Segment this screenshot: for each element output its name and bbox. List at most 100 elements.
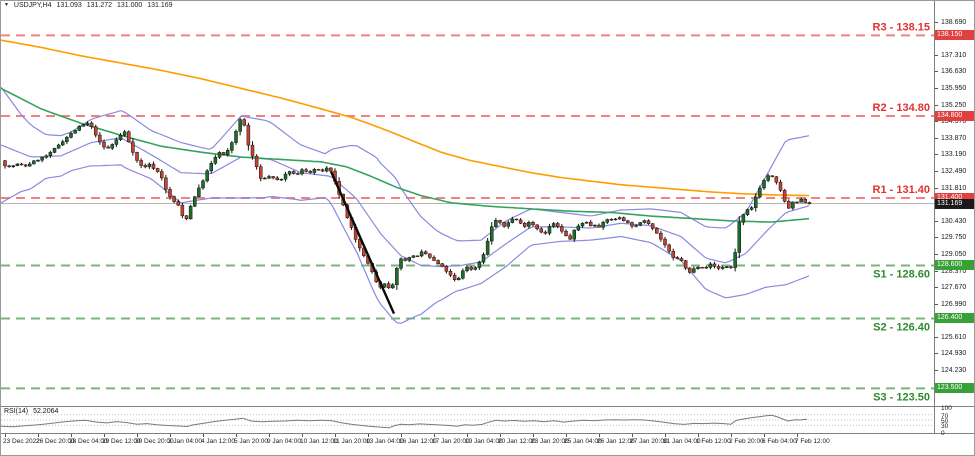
candlestick <box>287 171 292 175</box>
candlestick <box>316 169 321 171</box>
time-tick-mark <box>467 434 468 437</box>
candlestick <box>19 163 24 166</box>
candlestick <box>543 231 548 234</box>
time-tick-mark <box>566 434 567 437</box>
panel-separator-top[interactable] <box>1 406 974 407</box>
time-tick-label: 13 Jan 04:00 <box>366 438 404 445</box>
time-tick-label: 26 Jan 12:00 <box>597 438 635 445</box>
candlestick <box>745 209 750 215</box>
price-tick-label: 128.370 <box>941 267 967 275</box>
candlestick <box>432 257 436 261</box>
time-tick-mark <box>599 434 600 437</box>
collapse-arrow-icon[interactable]: ▼ <box>4 2 9 8</box>
candlestick <box>135 152 139 161</box>
bollinger-upper-band <box>1 86 810 242</box>
candlestick <box>704 267 708 269</box>
candlestick <box>131 141 135 153</box>
candlestick <box>155 168 160 172</box>
candlestick <box>428 253 432 258</box>
candlestick <box>737 222 741 253</box>
rsi-scale-label: 0 <box>941 430 945 437</box>
price-badge-support: 128.600 <box>935 260 974 271</box>
price-badge-resistance: 134.800 <box>935 111 974 122</box>
candlestick <box>758 187 762 198</box>
candlestick <box>634 225 638 227</box>
price-tick-mark <box>935 237 938 239</box>
candlestick <box>300 169 304 175</box>
time-axis[interactable]: 23 Dec 2022 26 Dec 20:00 28 Dec 04:00 29 De… <box>1 434 974 455</box>
candlestick <box>469 266 473 270</box>
candlestick <box>176 201 180 206</box>
candlestick <box>754 196 758 208</box>
candlestick <box>32 160 36 165</box>
price-tick-label: 135.950 <box>941 84 967 92</box>
price-chart-panel[interactable]: R3 - 138.15 R2 - 134.80 R1 - 131.40 S1 - 12… <box>1 1 934 406</box>
ma-green-line <box>1 87 810 223</box>
panel-separator-bottom[interactable] <box>1 433 974 434</box>
rsi-scale-axis[interactable]: 100 70 50 30 0 <box>935 405 974 437</box>
candlestick <box>201 180 205 189</box>
price-tick-label: 127.670 <box>941 284 967 292</box>
symbol-ohlc-bar: ▼ USDJPY,H4 131.093 131.272 131.000 131.… <box>4 2 176 9</box>
candlestick <box>312 169 317 173</box>
candlestick <box>795 201 799 204</box>
candlestick <box>209 163 213 172</box>
price-tick-label: 136.630 <box>941 68 967 76</box>
candlestick <box>584 221 589 224</box>
candlestick <box>226 150 230 155</box>
candlestick <box>205 170 209 182</box>
candlestick <box>452 274 457 280</box>
time-tick-label: 9 Jan 04:00 <box>267 438 301 445</box>
time-tick-mark <box>335 434 336 437</box>
candlestick <box>700 266 704 269</box>
candlestick <box>622 217 626 221</box>
candlestick <box>102 141 106 148</box>
candlestick <box>572 229 576 240</box>
price-tick-mark <box>935 337 938 338</box>
candlestick <box>89 122 94 127</box>
candlestick <box>547 226 552 234</box>
price-tick-mark <box>935 87 938 89</box>
time-tick-label: 28 Dec 04:00 <box>69 438 108 445</box>
time-tick-label: 4 Jan 12:00 <box>201 438 235 445</box>
candlestick <box>242 119 246 126</box>
level-label-R1: R1 - 131.40 <box>873 184 930 196</box>
price-tick-label: 129.050 <box>941 251 967 259</box>
price-tick-mark <box>935 220 938 222</box>
candlestick <box>523 223 527 227</box>
price-tick-label: 133.190 <box>941 151 967 159</box>
candlestick <box>531 222 535 226</box>
time-tick-label: 10 Jan 12:00 <box>300 438 338 445</box>
time-tick-label: 16 Jan 12:00 <box>399 438 437 445</box>
price-tick-label: 125.610 <box>941 334 967 341</box>
candlestick <box>799 199 803 203</box>
candlestick <box>774 176 779 183</box>
candlestick <box>498 220 502 223</box>
candlestick <box>419 251 424 257</box>
time-tick-mark <box>401 434 402 437</box>
candlestick <box>386 283 391 289</box>
candlestick <box>617 217 622 220</box>
price-tick-mark <box>935 121 938 123</box>
candlestick <box>325 167 329 172</box>
candlestick <box>263 177 267 180</box>
candlestick <box>613 218 618 221</box>
ohlc-low-value: 131.000 <box>117 2 143 9</box>
candlestick <box>741 214 746 223</box>
time-tick-mark <box>533 434 534 437</box>
candlestick <box>213 156 218 164</box>
candlestick <box>696 266 700 269</box>
candlestick <box>283 173 288 180</box>
candlestick <box>44 155 48 158</box>
candlestick <box>193 196 197 207</box>
bollinger-middle-band <box>1 137 810 268</box>
candlestick <box>803 199 807 203</box>
time-tick-mark <box>665 434 666 437</box>
time-tick-label: 31 Jan 04:00 <box>663 438 701 445</box>
candlestick <box>646 220 651 224</box>
time-tick-mark <box>731 434 732 437</box>
rsi-indicator-panel[interactable] <box>1 407 934 433</box>
price-tick-label: 130.430 <box>941 217 967 225</box>
price-axis[interactable]: 138.690138.010137.310136.630135.950135.2… <box>935 1 974 406</box>
rsi-scale-label: 50 <box>941 417 949 425</box>
